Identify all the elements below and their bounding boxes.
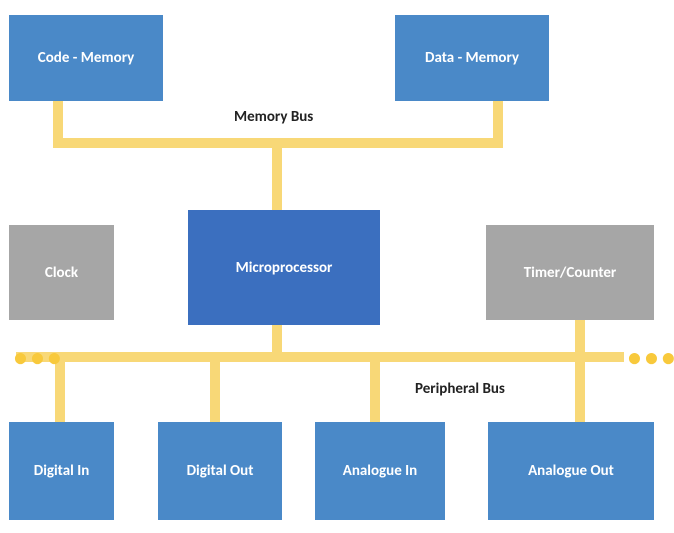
peripheral-bus-drop-ain — [370, 362, 380, 422]
node-digital-out: Digital Out — [158, 422, 282, 520]
node-timer-counter: Timer/Counter — [486, 225, 654, 320]
node-clock: Clock — [9, 225, 114, 320]
bus-continuation-right-icon: ••• — [628, 352, 674, 362]
peripheral-bus-from-timer — [575, 320, 585, 357]
peripheral-bus-from-cpu — [272, 325, 282, 357]
memory-bus-drop-left — [53, 101, 63, 148]
node-analogue-out: Analogue Out — [488, 422, 654, 520]
node-analogue-in: Analogue In — [315, 422, 445, 520]
node-code-memory: Code - Memory — [9, 15, 163, 101]
bus-continuation-left-icon: ••• — [14, 352, 65, 362]
peripheral-bus-horizontal — [16, 352, 624, 362]
node-microprocessor: Microprocessor — [188, 210, 380, 325]
peripheral-bus-drop-dout — [210, 362, 220, 422]
node-digital-in: Digital In — [9, 422, 114, 520]
node-data-memory: Data - Memory — [395, 15, 549, 101]
memory-bus-label: Memory Bus — [234, 108, 313, 126]
peripheral-bus-drop-aout — [575, 357, 585, 422]
memory-bus-drop-right — [493, 101, 503, 148]
peripheral-bus-label: Peripheral Bus — [415, 380, 505, 398]
memory-bus-to-cpu — [272, 138, 282, 210]
